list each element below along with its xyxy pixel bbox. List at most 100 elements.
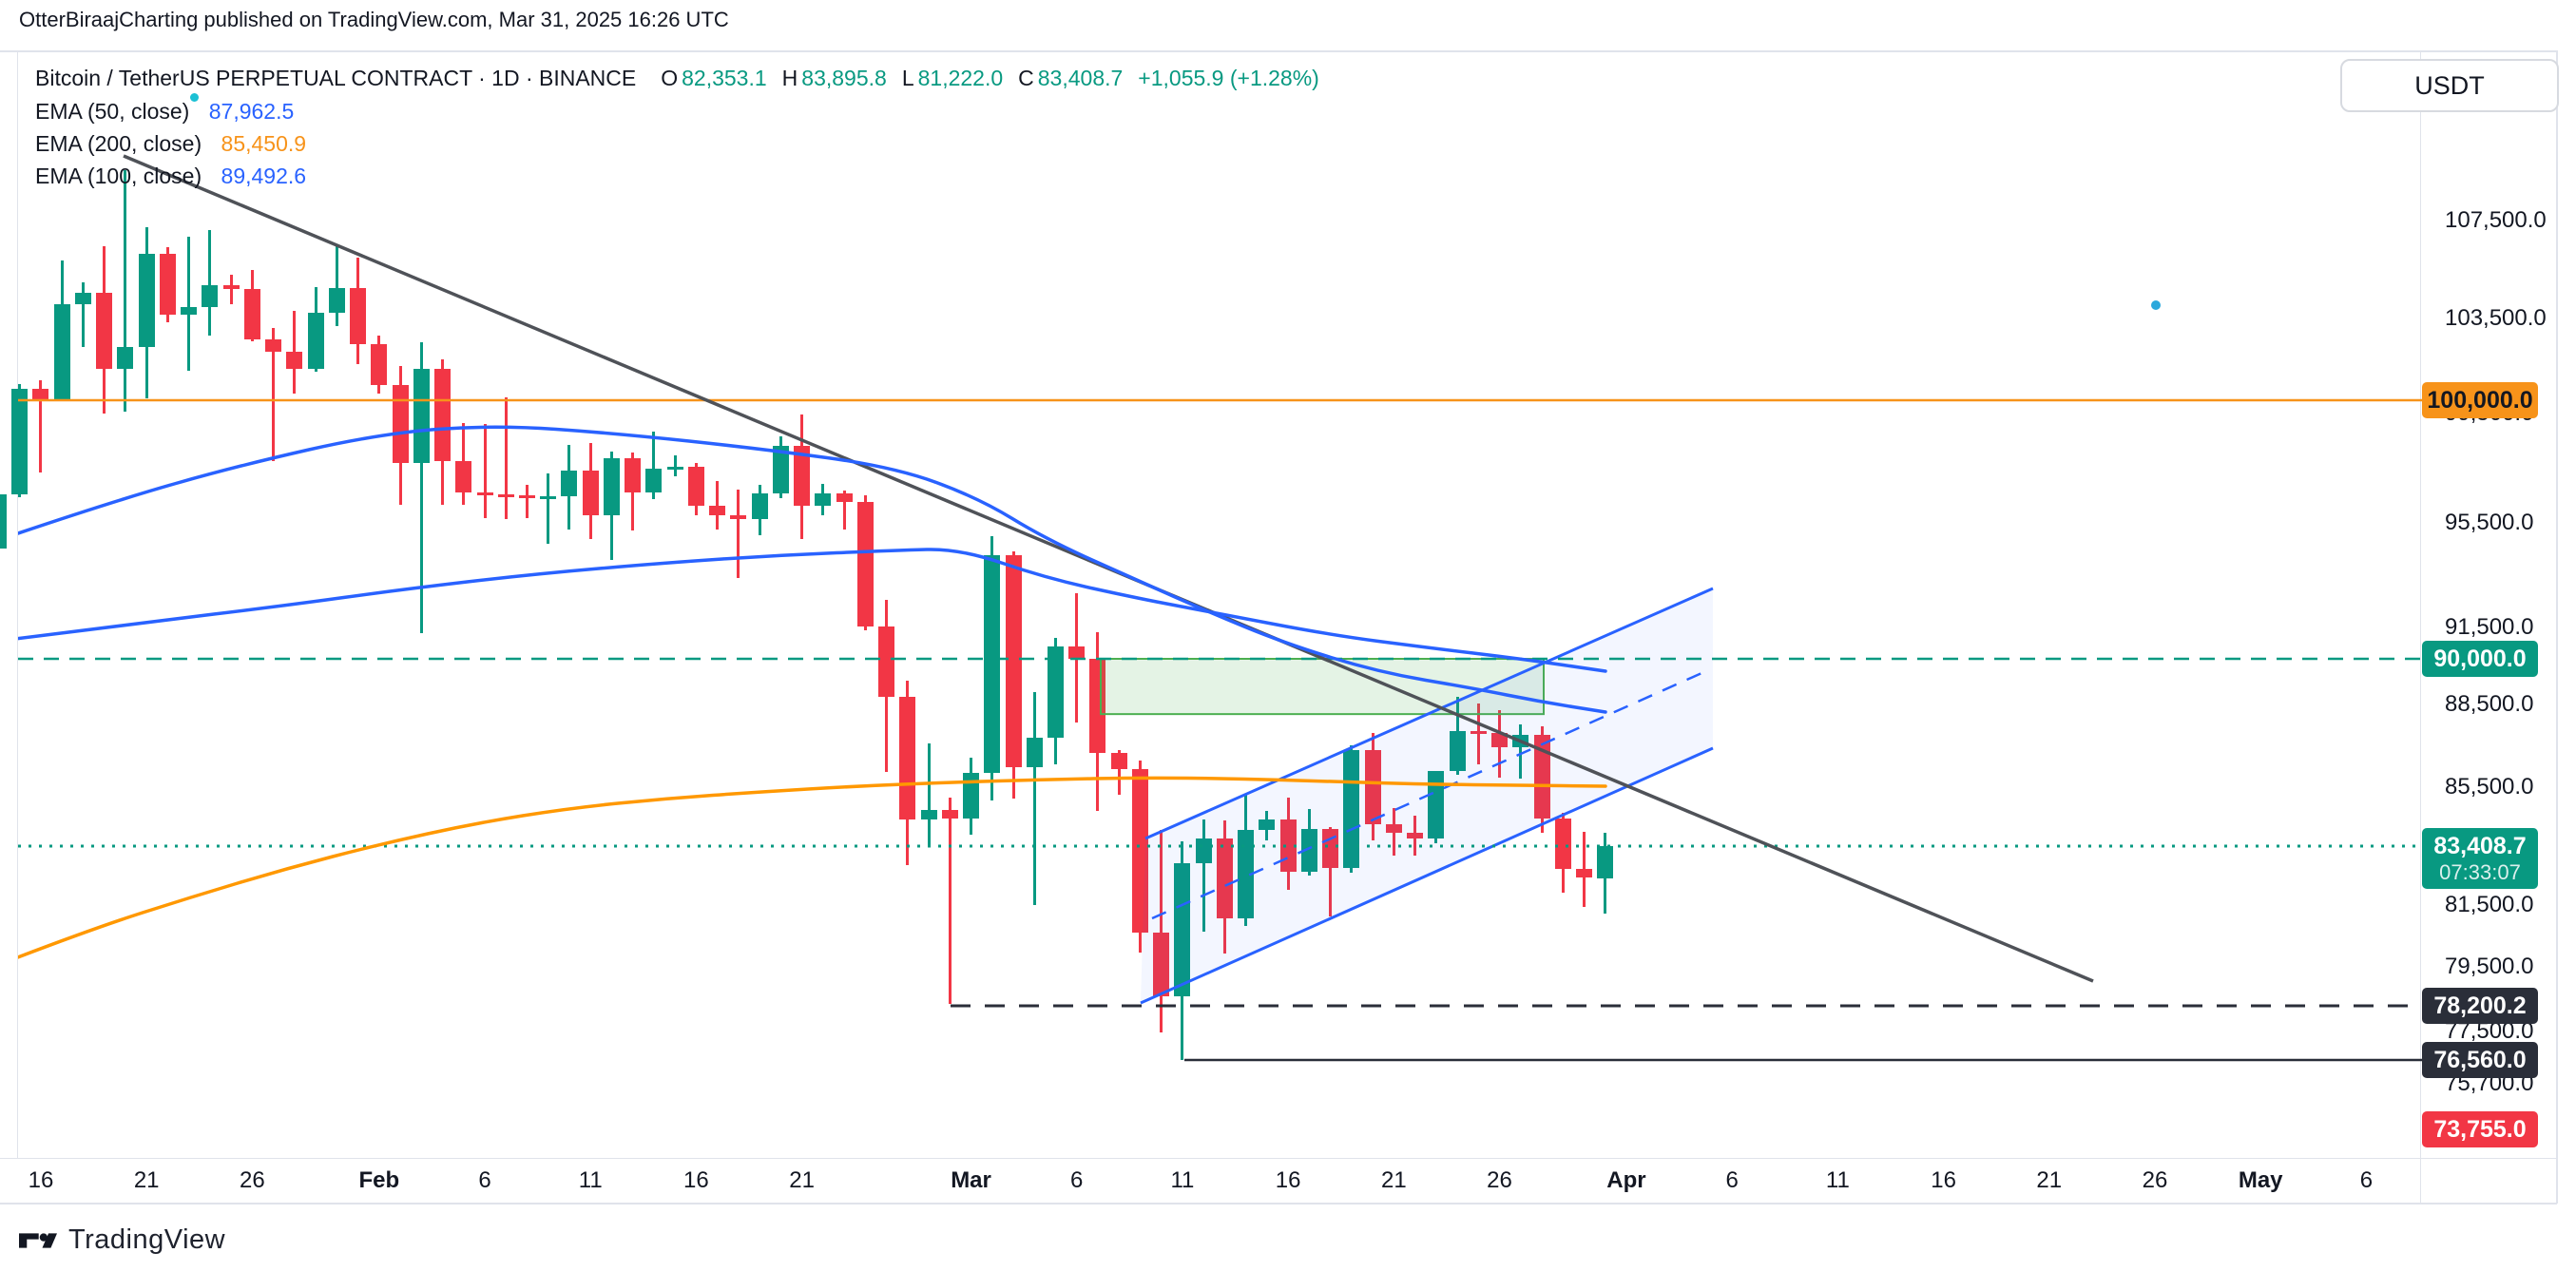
time-tick-label: 21: [1380, 1167, 1407, 1193]
candle-body: [666, 466, 683, 470]
candle-body: [920, 809, 937, 820]
candle-body: [32, 388, 49, 401]
candle-body: [645, 468, 663, 493]
candle-body: [497, 493, 514, 497]
price-line-badge: 76,560.0: [2422, 1042, 2538, 1078]
candle-body: [328, 288, 345, 313]
time-tick-label: 6: [478, 1167, 491, 1193]
candle-wick: [504, 396, 508, 520]
candle-body: [74, 292, 91, 305]
plot-bottom-border: [0, 1158, 2557, 1159]
chart-legend: Bitcoin / TetherUS PERPETUAL CONTRACT · …: [35, 61, 1323, 192]
time-tick-label: 11: [578, 1167, 603, 1193]
candle-body: [1216, 838, 1233, 919]
ohlc-letter: H: [781, 66, 798, 90]
time-axis[interactable]: 16 21 26 Feb 6 11 16 21 Mar 6 11 16 21 26 Apr 6 11 16 21 26…: [0, 1158, 2420, 1204]
candle-body: [815, 493, 832, 507]
tradingview-logo-icon: [19, 1232, 57, 1248]
candle-body: [286, 351, 303, 370]
ohlc-letter: L: [901, 66, 914, 90]
indicator-row-ema100[interactable]: EMA (100, close) 89,492.6: [35, 160, 1323, 192]
candle-body: [1238, 829, 1255, 919]
price-tick-label: 91,500.0: [2445, 614, 2534, 640]
candle-wick: [229, 274, 233, 304]
indicator-row-ema200[interactable]: EMA (200, close) 85,450.9: [35, 127, 1323, 160]
candle-body: [202, 284, 219, 308]
candle-body: [371, 344, 388, 385]
candle-body: [413, 369, 430, 464]
ohlc-value: 82,353.1: [682, 66, 767, 90]
frame-left-border: [17, 50, 18, 1158]
candle-body: [243, 288, 260, 339]
candle-body: [836, 493, 853, 502]
candle-wick: [948, 798, 952, 1005]
price-axis[interactable]: 107,500.0103,500.099,500.095,500.091,500…: [2420, 50, 2557, 1204]
indicator-row-ema50[interactable]: EMA (50, close) 87,962.5: [35, 95, 1323, 127]
candle-body: [1512, 735, 1529, 747]
price-tick-label: 85,500.0: [2445, 774, 2534, 800]
indicator-label: EMA (200, close): [35, 131, 202, 156]
frame-top-border: [0, 50, 2557, 52]
candle-body: [476, 492, 493, 496]
candle-body: [1005, 555, 1022, 768]
candle-body: [561, 470, 578, 497]
candle-wick: [81, 281, 85, 348]
time-tick-label: 16: [683, 1167, 709, 1193]
indicator-value: 85,450.9: [221, 131, 307, 156]
candle-body: [899, 697, 916, 820]
candle-wick: [187, 236, 191, 372]
candle-body: [96, 292, 113, 370]
candle-body: [1491, 732, 1509, 747]
indicator-value: 89,492.6: [221, 164, 307, 188]
candle-body: [582, 470, 599, 516]
chart-plot-area[interactable]: [0, 50, 2420, 1158]
candle-body: [0, 494, 7, 549]
candle-body: [159, 253, 176, 316]
candle-body: [1449, 731, 1466, 772]
ohlc-letter: O: [661, 66, 679, 90]
candle-body: [1195, 838, 1212, 863]
time-tick-label: 21: [133, 1167, 160, 1193]
indicator-value: 87,962.5: [208, 99, 295, 124]
price-tick-label: 103,500.0: [2445, 305, 2547, 331]
candle-wick: [1519, 723, 1523, 779]
tradingview-branding[interactable]: TradingView: [19, 1224, 225, 1256]
candle-body: [1300, 829, 1317, 872]
candle-wick: [483, 424, 487, 518]
currency-toggle-button[interactable]: USDT: [2340, 59, 2559, 112]
price-line-badge: 78,200.2: [2422, 988, 2538, 1024]
candle-body: [265, 338, 282, 352]
candle-body: [11, 388, 29, 495]
frame-right-border: [2556, 50, 2558, 1204]
candle-body: [1554, 819, 1571, 869]
time-tick-label: 16: [28, 1167, 54, 1193]
series-marker-dot: [190, 93, 199, 102]
candle-wick: [737, 489, 740, 579]
candle-body: [222, 284, 240, 289]
candle-body: [1048, 646, 1064, 739]
symbol-title[interactable]: Bitcoin / TetherUS PERPETUAL CONTRACT · …: [35, 66, 637, 90]
candle-body: [1597, 846, 1614, 879]
time-tick-label: 26: [2142, 1167, 2168, 1193]
time-tick-label: 11: [1170, 1167, 1195, 1193]
candle-body: [53, 304, 70, 401]
candle-body: [1576, 868, 1592, 878]
candle-body: [434, 369, 452, 462]
candle-body: [1026, 738, 1043, 768]
time-tick-label: May: [2238, 1167, 2283, 1193]
candle-body: [603, 458, 620, 516]
time-tick-label: 6: [2359, 1167, 2374, 1193]
price-tick-label: 95,500.0: [2445, 510, 2534, 535]
candle-body: [392, 384, 409, 464]
price-line-badge: 100,000.0: [2422, 382, 2538, 418]
candle-body: [1343, 749, 1360, 868]
candle-body: [519, 495, 535, 499]
candle-body: [963, 772, 980, 819]
candle-body: [1153, 933, 1170, 996]
time-tick-label: Mar: [951, 1167, 991, 1193]
candle-body: [856, 501, 874, 626]
time-tick-label: 26: [1487, 1167, 1512, 1193]
price-line-badge: 73,755.0: [2422, 1111, 2538, 1147]
attribution-text: OtterBiraajCharting published on Trading…: [19, 8, 729, 31]
candle-body: [1110, 752, 1127, 770]
